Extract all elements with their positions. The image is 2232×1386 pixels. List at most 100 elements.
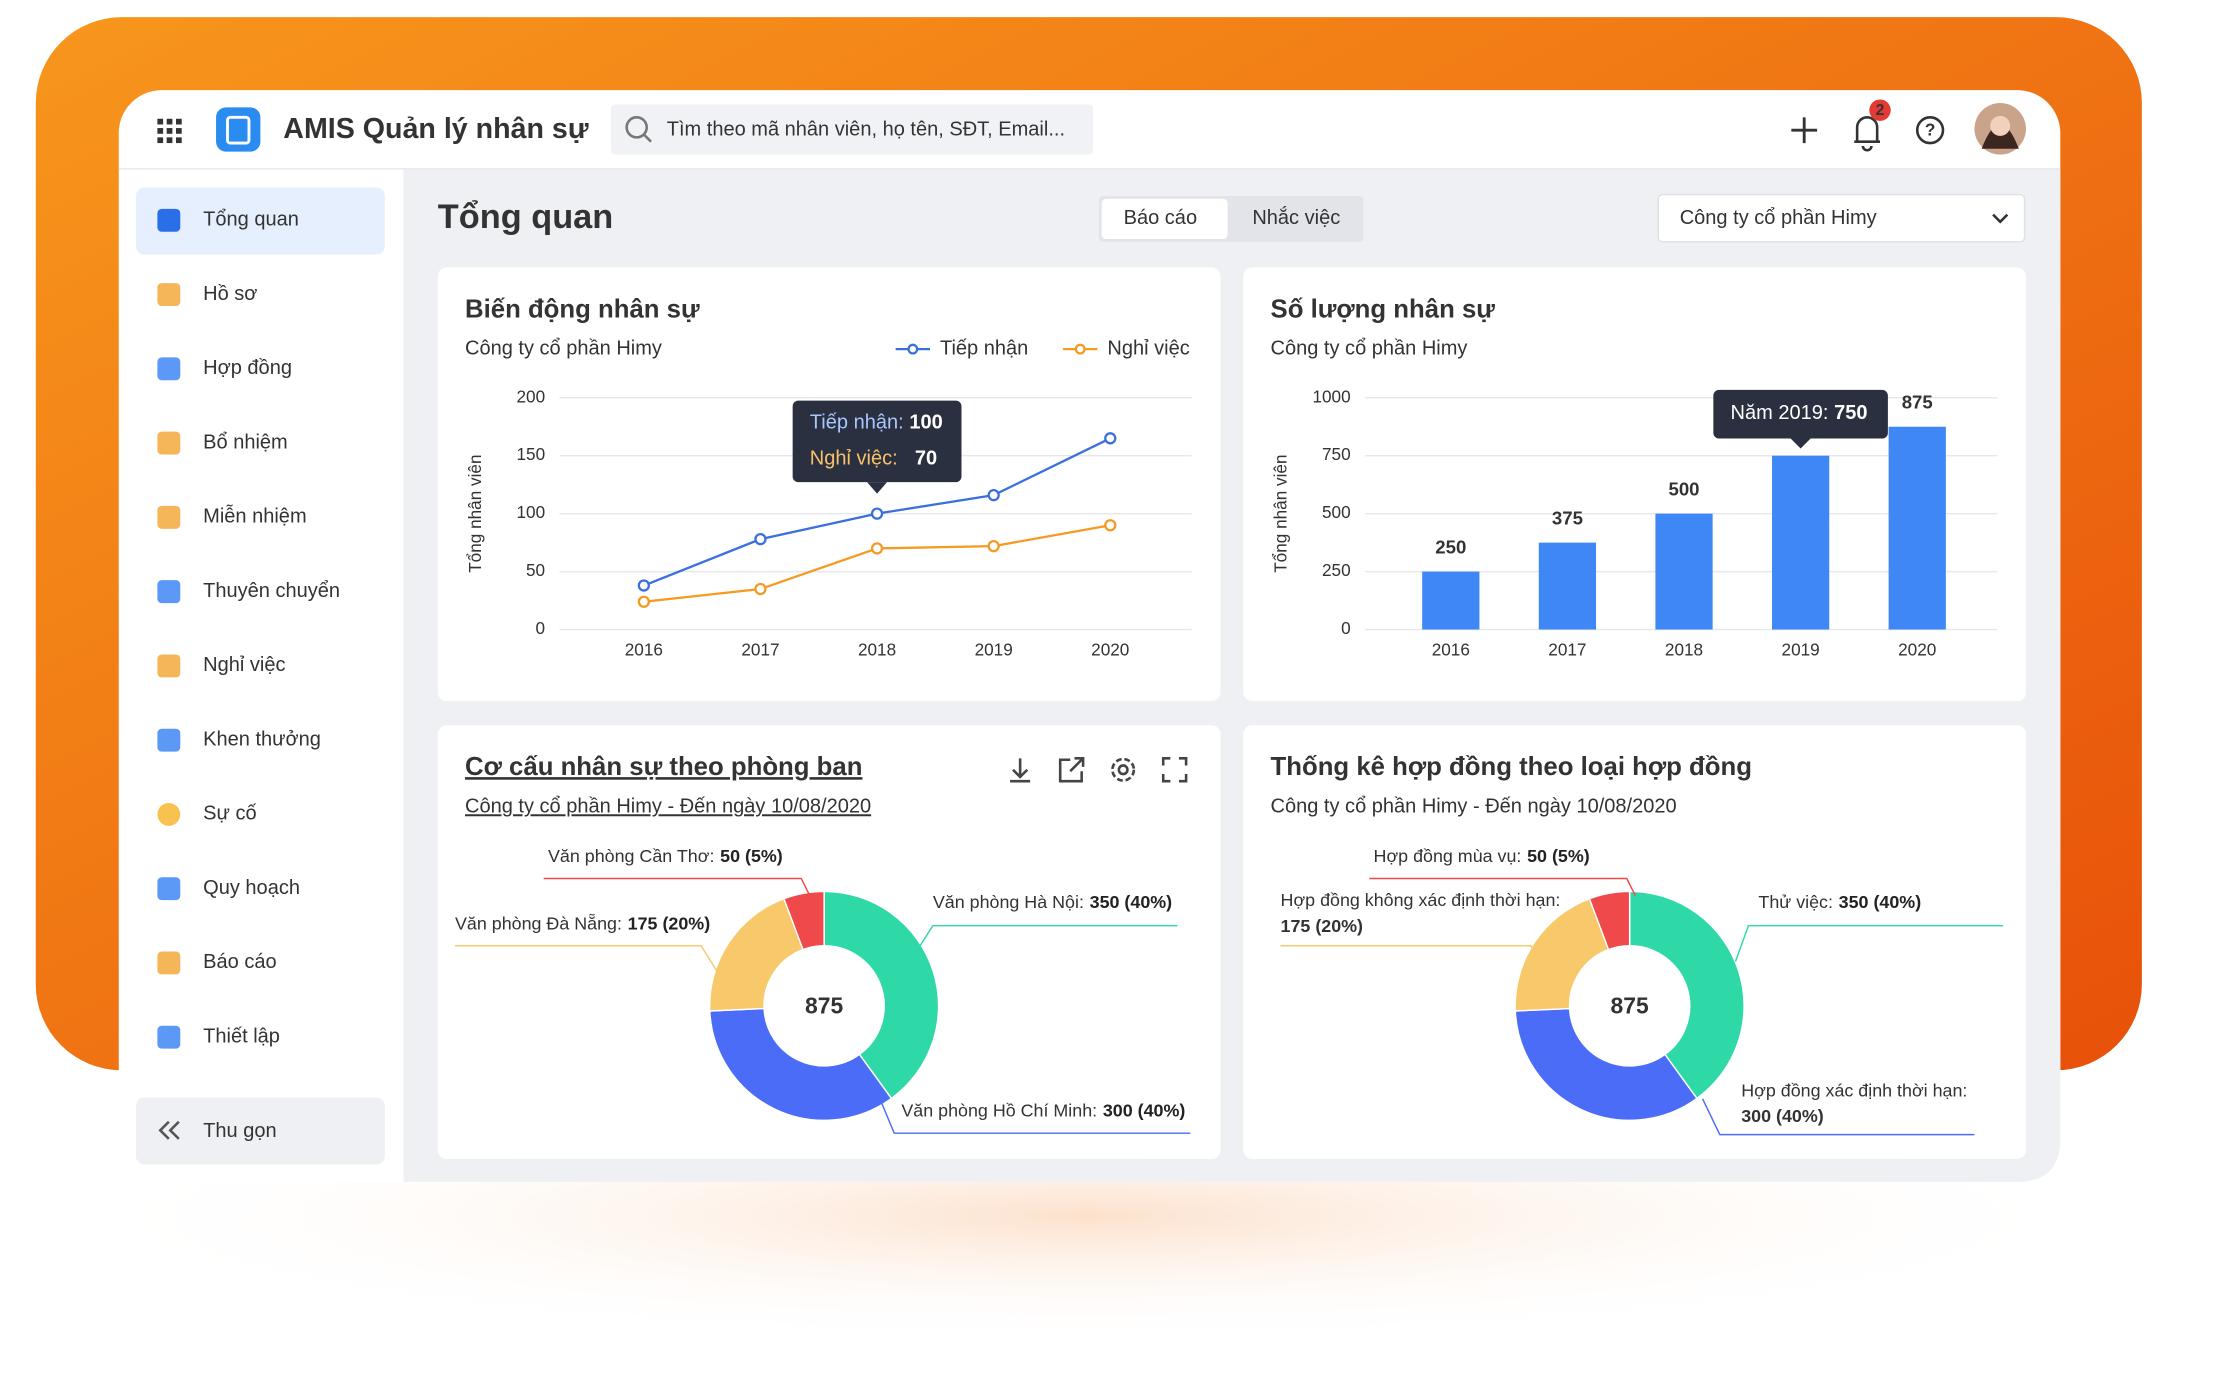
download-icon[interactable] — [1010, 758, 1031, 783]
nav-icon — [157, 728, 181, 752]
open-icon[interactable] — [1058, 757, 1085, 783]
tooltip-label: Năm 2019: — [1731, 403, 1829, 425]
slice-name: Văn phòng Đà Nẵng: — [455, 913, 622, 933]
point — [754, 582, 767, 596]
x-tick-label: 2020 — [1091, 640, 1129, 660]
tooltip-pointer — [867, 482, 888, 494]
y-axis-label: Tổng nhân viên — [1271, 455, 1291, 573]
slice-value: 300 (40%) — [1103, 1100, 1186, 1120]
avatar-hair — [1981, 124, 2019, 149]
donut-slice — [1514, 1007, 1698, 1122]
slice-value: 350 (40%) — [1839, 892, 1922, 912]
toolbar[interactable] — [1010, 757, 1188, 783]
slice-value: 50 (5%) — [720, 846, 783, 866]
nav-item[interactable]: Quy hoạch — [203, 877, 300, 899]
x-tick-label: 2018 — [858, 640, 896, 660]
nav-item[interactable]: Bổ nhiệm — [203, 431, 288, 453]
slice-name: Văn phòng Hồ Chí Minh: — [901, 1100, 1097, 1120]
nav-icon — [157, 208, 181, 232]
tooltip — [792, 400, 962, 483]
leader-line — [1369, 877, 1637, 896]
tooltip-text: Năm 2019: 750 — [1731, 403, 1868, 425]
leader-line — [454, 945, 724, 981]
bar — [1422, 571, 1480, 630]
card-subtitle: Công ty cổ phần Himy — [465, 337, 662, 359]
nav-item[interactable]: Báo cáo — [203, 951, 276, 973]
tab[interactable]: Báo cáo — [1124, 207, 1197, 229]
nav-item[interactable]: Hồ sơ — [203, 283, 257, 305]
tooltip-text: Tiếp nhận: 100 — [810, 412, 943, 434]
bar — [1772, 455, 1830, 630]
y-tick-label: 150 — [516, 444, 545, 464]
apps-icon[interactable] — [157, 118, 182, 144]
y-tick-label: 1000 — [1312, 386, 1350, 406]
tooltip-value: 70 — [915, 448, 937, 470]
nav-item[interactable]: Nghỉ việc — [203, 654, 285, 676]
legend-label: Nghỉ việc — [1107, 337, 1189, 359]
tab-active[interactable] — [1101, 198, 1228, 239]
nav-icon — [157, 951, 181, 975]
chevron — [1992, 213, 2009, 224]
card-title: Cơ cấu nhân sự theo phòng ban — [465, 753, 862, 781]
slice-label: Văn phòng Đà Nẵng: 175 (20%) — [455, 913, 710, 933]
y-tick-label: 50 — [526, 560, 545, 580]
nav-icon — [157, 654, 181, 678]
nav-item[interactable]: Khen thưởng — [203, 728, 321, 750]
nav-item[interactable]: Thuyên chuyển — [203, 580, 340, 602]
x-tick-label: 2019 — [975, 640, 1013, 660]
leader-line — [1701, 1098, 1975, 1136]
nav-icon — [157, 283, 181, 307]
slice-label: Văn phòng Cần Thơ: 50 (5%) — [548, 846, 783, 866]
collapse-button[interactable] — [135, 1097, 385, 1165]
company-select[interactable] — [1657, 193, 2026, 243]
notification-badge — [1869, 99, 1891, 121]
point — [870, 542, 884, 555]
help-icon[interactable] — [1915, 116, 1945, 145]
nav-item[interactable]: Sự cố — [203, 803, 256, 825]
y-tick-label: 0 — [536, 618, 546, 638]
collapse-label[interactable]: Thu gọn — [203, 1120, 276, 1142]
legend-marker — [907, 343, 919, 355]
nav-item[interactable]: Miễn nhiệm — [203, 505, 306, 528]
bell-icon[interactable] — [1854, 116, 1881, 152]
tooltip-label: Nghỉ việc: — [810, 448, 898, 470]
legend-marker — [1074, 343, 1086, 355]
add-button[interactable] — [1791, 117, 1818, 144]
search-box[interactable] — [610, 104, 1094, 155]
donut-slice — [782, 890, 825, 951]
settings-icon[interactable] — [1117, 764, 1129, 776]
point — [1104, 519, 1117, 532]
tooltip — [1713, 389, 1888, 439]
y-tick-label: 100 — [516, 502, 545, 522]
slice-name: Văn phòng Hà Nội: — [933, 892, 1084, 912]
company-select-text: Công ty cổ phần Himy — [1680, 207, 1877, 229]
data-label: 375 — [1552, 508, 1583, 529]
y-axis-label: Tổng nhân viên — [465, 455, 485, 573]
y-tick-label: 750 — [1322, 444, 1351, 464]
point — [987, 539, 1000, 553]
nav-item[interactable]: Hợp đồng — [203, 357, 292, 379]
x-tick-label: 2020 — [1898, 640, 1936, 660]
x-tick-label: 2019 — [1782, 640, 1820, 660]
bar — [1538, 542, 1597, 630]
nav-icon — [157, 877, 181, 901]
donut-total: 875 — [1611, 992, 1649, 1018]
help-glyph: ? — [1925, 119, 1935, 139]
donut-slice — [708, 897, 804, 1012]
leader-line — [543, 877, 811, 896]
card-title: Số lượng nhân sự — [1271, 295, 1496, 323]
tab[interactable]: Nhắc việc — [1252, 206, 1340, 229]
slice-value: 350 (40%) — [1090, 892, 1173, 912]
card-subtitle: Công ty cổ phần Himy — [1271, 337, 1468, 359]
settings-icon[interactable] — [1111, 757, 1136, 782]
point — [637, 595, 650, 608]
expand-icon[interactable] — [1161, 757, 1188, 783]
nav-item[interactable]: Thiết lập — [203, 1025, 280, 1047]
nav-icon — [157, 357, 181, 381]
y-tick-label: 500 — [1322, 502, 1351, 522]
nav-item[interactable]: Tổng quan — [203, 209, 299, 231]
slice-label: Hợp đồng không xác định thời hạn: — [1281, 890, 1561, 910]
donut-slice — [709, 1007, 893, 1122]
card-subtitle: Công ty cổ phần Himy - Đến ngày 10/08/20… — [465, 795, 871, 817]
